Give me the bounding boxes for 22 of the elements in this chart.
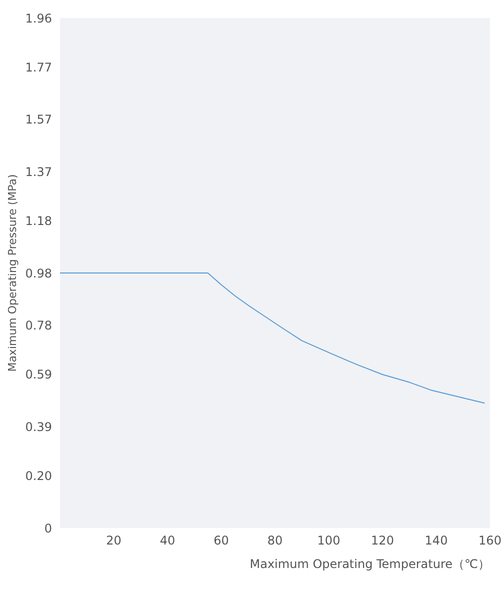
y-tick-label: 1.77 <box>25 60 52 75</box>
x-tick-label: 100 <box>317 534 340 548</box>
y-tick-label: 0.98 <box>25 266 52 280</box>
y-tick-label: 0.59 <box>25 368 52 382</box>
x-tick-label: 120 <box>371 534 394 548</box>
y-tick-label: 1.37 <box>25 164 52 179</box>
x-tick-label: 40 <box>160 534 176 548</box>
x-tick-label: 20 <box>106 534 122 548</box>
y-tick-label: 0.39 <box>25 420 52 434</box>
x-axis-title: Maximum Operating Temperature（℃） <box>250 557 490 571</box>
y-tick-label: 1.96 <box>25 11 52 26</box>
x-tick-label: 140 <box>424 534 448 548</box>
x-tick-label: 160 <box>478 534 502 548</box>
y-tick-label: 0.78 <box>25 318 52 332</box>
y-tick-label: 1.57 <box>25 112 52 127</box>
y-tick-label: 1.18 <box>25 214 52 228</box>
x-tick-label: 60 <box>214 534 229 548</box>
y-tick-label: 0 <box>44 521 52 536</box>
y-axis-title: Maximum Operating Pressure (MPa) <box>6 174 19 372</box>
x-tick-label: 80 <box>267 534 283 548</box>
y-tick-label: 0.20 <box>25 469 52 484</box>
line-series <box>60 272 486 404</box>
